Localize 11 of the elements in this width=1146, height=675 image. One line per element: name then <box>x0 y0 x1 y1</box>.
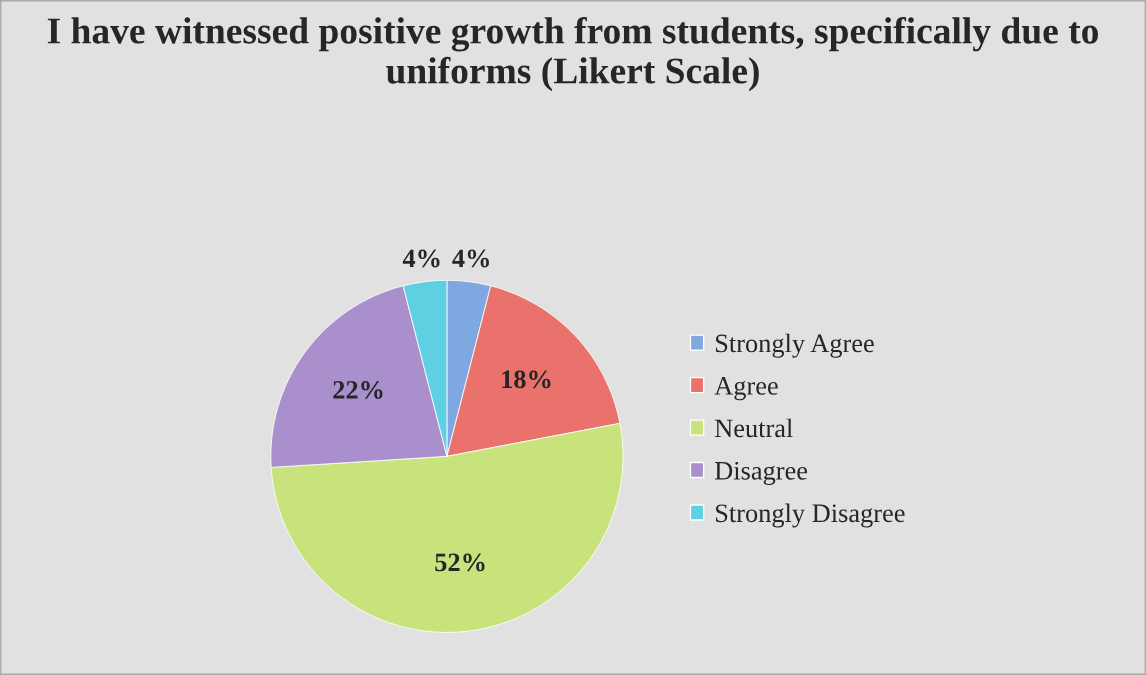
data-label: 22% <box>333 380 383 399</box>
data-label: 52% <box>435 553 485 572</box>
data-label: 4% <box>402 249 440 268</box>
legend-label: Strongly Disagree <box>715 503 905 528</box>
legend-label: Disagree <box>714 461 808 486</box>
data-label: 18% <box>502 370 551 389</box>
legend-label: Neutral <box>714 418 793 438</box>
legend-label: Agree <box>714 377 778 401</box>
legend-label: Strongly Agree <box>715 333 874 358</box>
data-label: 4% <box>452 249 489 268</box>
chart-title: I have witnessed positive growth from students, specifically due to uniforms (Likert Scale) <box>47 16 1098 92</box>
